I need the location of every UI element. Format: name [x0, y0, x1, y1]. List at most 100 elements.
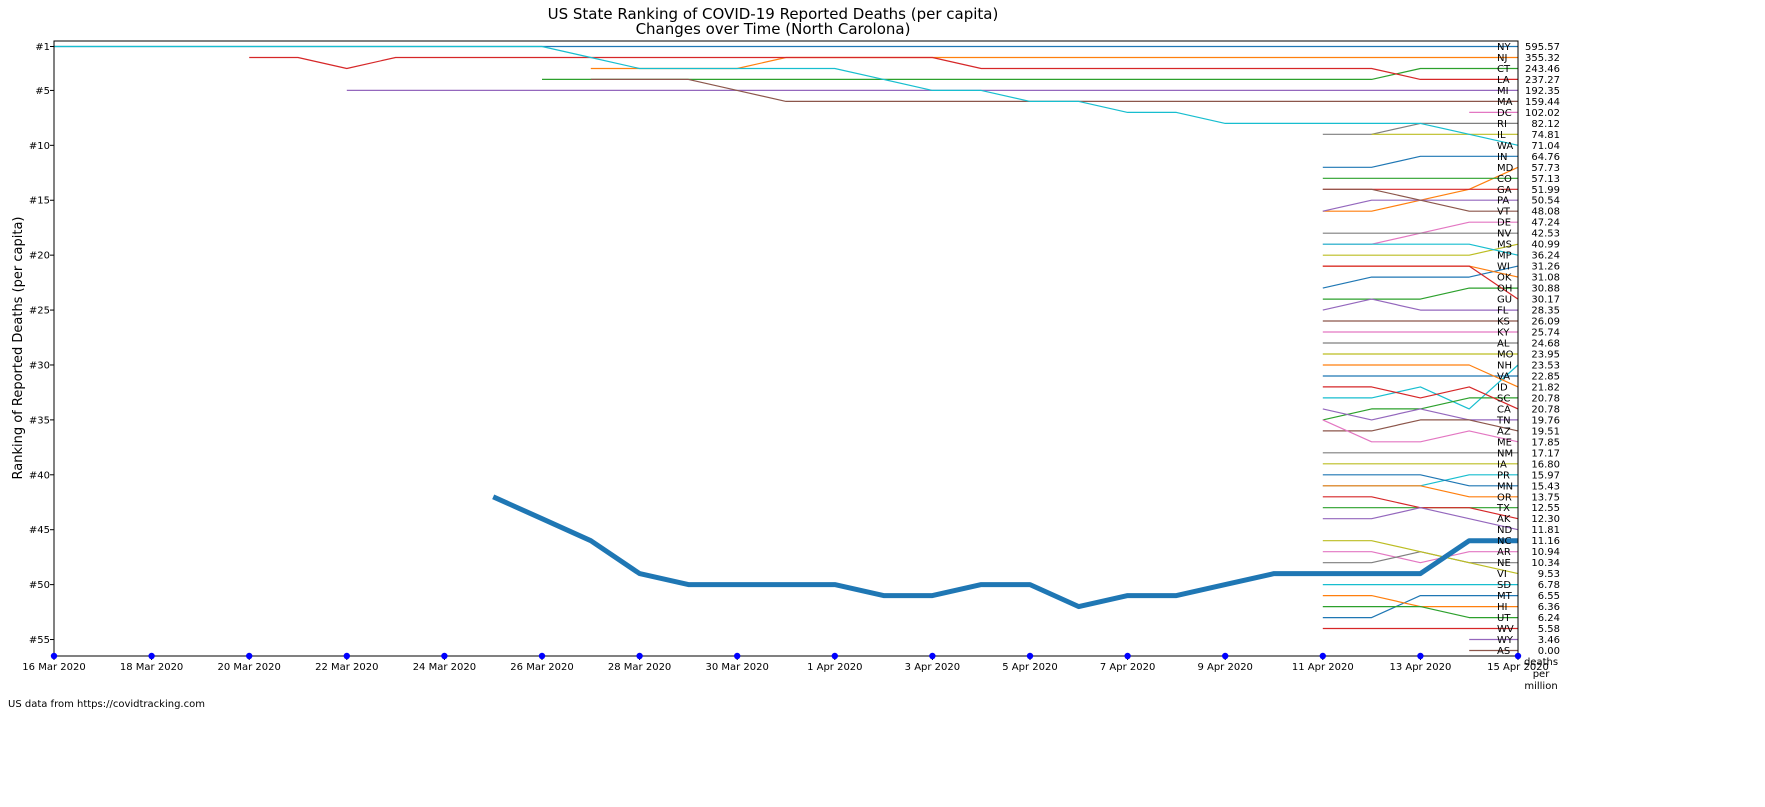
- end-label-state: AZ: [1497, 426, 1511, 437]
- end-label-value: 15.97: [1531, 470, 1560, 481]
- end-label-value: 6.78: [1538, 580, 1560, 591]
- end-label-state: NC: [1497, 536, 1511, 547]
- end-label-value: 17.85: [1531, 437, 1560, 448]
- y-tick-label: #10: [29, 141, 50, 152]
- end-label-state: WV: [1497, 624, 1514, 635]
- end-label-value: 6.55: [1538, 591, 1560, 602]
- end-label-state: TX: [1496, 503, 1510, 514]
- end-label-state: CT: [1497, 64, 1511, 75]
- end-label-state: RI: [1497, 119, 1507, 130]
- series-line-mt: [1322, 595, 1518, 619]
- date-marker: [1124, 652, 1131, 660]
- x-tick-label: 11 Apr 2020: [1292, 662, 1354, 673]
- end-label-value: 20.78: [1531, 393, 1560, 404]
- end-label-value: 237.27: [1525, 75, 1560, 86]
- end-label-value: 82.12: [1531, 119, 1560, 130]
- end-label-state: IL: [1497, 130, 1506, 141]
- end-label-value: 5.58: [1538, 624, 1560, 635]
- x-tick-label: 13 Apr 2020: [1389, 662, 1451, 673]
- end-label-value: 355.32: [1525, 53, 1560, 64]
- end-label-state: NH: [1497, 360, 1512, 371]
- series-line-nd: [1322, 507, 1519, 531]
- x-tick-label: 24 Mar 2020: [413, 662, 476, 673]
- end-label-state: PA: [1497, 196, 1509, 207]
- x-tick-label: 9 Apr 2020: [1197, 662, 1252, 673]
- x-tick-label: 18 Mar 2020: [120, 662, 183, 673]
- series-line-id: [1322, 364, 1519, 388]
- series-line-ut: [1322, 606, 1518, 619]
- end-label-value: 28.35: [1531, 306, 1560, 317]
- end-label-value: 64.76: [1531, 152, 1560, 163]
- y-axis-ticks: #1 #5 #10 #15 #20 #25 #30 #35 #40 #45 #50 #55: [29, 42, 54, 646]
- date-marker: [538, 652, 546, 660]
- date-marker: [1222, 652, 1229, 660]
- end-label-value: 26.09: [1531, 317, 1560, 328]
- x-tick-label: 1 Apr 2020: [807, 662, 862, 673]
- series-line-ar: [1322, 551, 1518, 564]
- end-label-state: AK: [1497, 514, 1511, 525]
- end-label-value: 9.53: [1538, 569, 1560, 580]
- end-label-value: 23.95: [1531, 349, 1560, 360]
- x-tick-label: 7 Apr 2020: [1100, 662, 1155, 673]
- x-axis-ticks: 16 Mar 2020 18 Mar 2020 20 Mar 2020 22 Mar …: [22, 656, 1549, 673]
- end-label-state: ME: [1497, 437, 1512, 448]
- end-label-value: 243.46: [1525, 64, 1560, 75]
- end-label-value: 25.74: [1531, 328, 1560, 339]
- end-label-value: 13.75: [1531, 492, 1560, 503]
- date-marker: [1514, 652, 1522, 660]
- end-label-state: MN: [1497, 481, 1513, 492]
- y-tick-label: #15: [29, 196, 50, 207]
- end-label-value: 15.43: [1531, 481, 1560, 492]
- series-line-la: [249, 56, 1518, 80]
- end-label-state: VT: [1497, 207, 1511, 218]
- x-tick-label: 16 Mar 2020: [22, 662, 85, 673]
- end-label-value: 51.99: [1531, 185, 1560, 196]
- x-tick-label: 20 Mar 2020: [217, 662, 280, 673]
- date-marker: [343, 652, 350, 660]
- date-marker: [441, 652, 448, 660]
- end-label-state: CO: [1497, 174, 1512, 185]
- date-marker: [636, 652, 643, 660]
- x-tick-label: 15 Apr 2020: [1487, 662, 1549, 673]
- end-label-state: NY: [1497, 42, 1511, 53]
- end-label-value: 30.17: [1531, 295, 1560, 306]
- end-label-state: MI: [1497, 86, 1509, 97]
- end-label-state: NM: [1497, 448, 1513, 459]
- end-label-value: 16.80: [1531, 459, 1560, 470]
- series-line-gu: [1322, 265, 1519, 300]
- series-line-wi: [1322, 265, 1519, 289]
- end-label-state: MP: [1497, 251, 1512, 262]
- date-markers: [50, 652, 1522, 660]
- end-label-value: 192.35: [1525, 86, 1560, 97]
- series-line-nc: [492, 494, 1518, 610]
- end-label-value: 6.36: [1538, 602, 1560, 613]
- series-line-fl: [1322, 298, 1518, 311]
- series-line-oh: [1322, 287, 1518, 300]
- x-tick-label: 3 Apr 2020: [905, 662, 960, 673]
- end-label-state: MO: [1497, 349, 1514, 360]
- series-line-mn: [1322, 474, 1518, 487]
- end-label-value: 6.24: [1538, 613, 1560, 624]
- end-label-value: 11.16: [1531, 536, 1560, 547]
- end-labels: NY 595.57 NJ 355.32 CT 243.46 LA 237.27 MI 192.35…: [1496, 42, 1560, 657]
- end-label-state: SC: [1497, 393, 1510, 404]
- x-tick-label: 30 Mar 2020: [705, 662, 768, 673]
- series-line-wa: [54, 45, 1519, 146]
- end-label-state: GA: [1497, 185, 1512, 196]
- series-line-ca: [1322, 386, 1519, 410]
- end-label-value: 19.76: [1531, 415, 1560, 426]
- units-label-3: million: [1524, 681, 1557, 692]
- end-label-state: VI: [1497, 569, 1507, 580]
- end-label-value: 47.24: [1531, 218, 1560, 229]
- end-label-state: KS: [1497, 317, 1510, 328]
- date-marker: [734, 652, 741, 660]
- date-marker: [929, 652, 936, 660]
- x-tick-label: 22 Mar 2020: [315, 662, 378, 673]
- end-label-value: 50.54: [1531, 196, 1560, 207]
- series-line-or: [1322, 485, 1518, 498]
- y-tick-label: #35: [29, 415, 50, 426]
- end-label-value: 24.68: [1531, 339, 1560, 350]
- y-tick-label: #1: [35, 42, 50, 53]
- end-label-value: 12.30: [1531, 514, 1560, 525]
